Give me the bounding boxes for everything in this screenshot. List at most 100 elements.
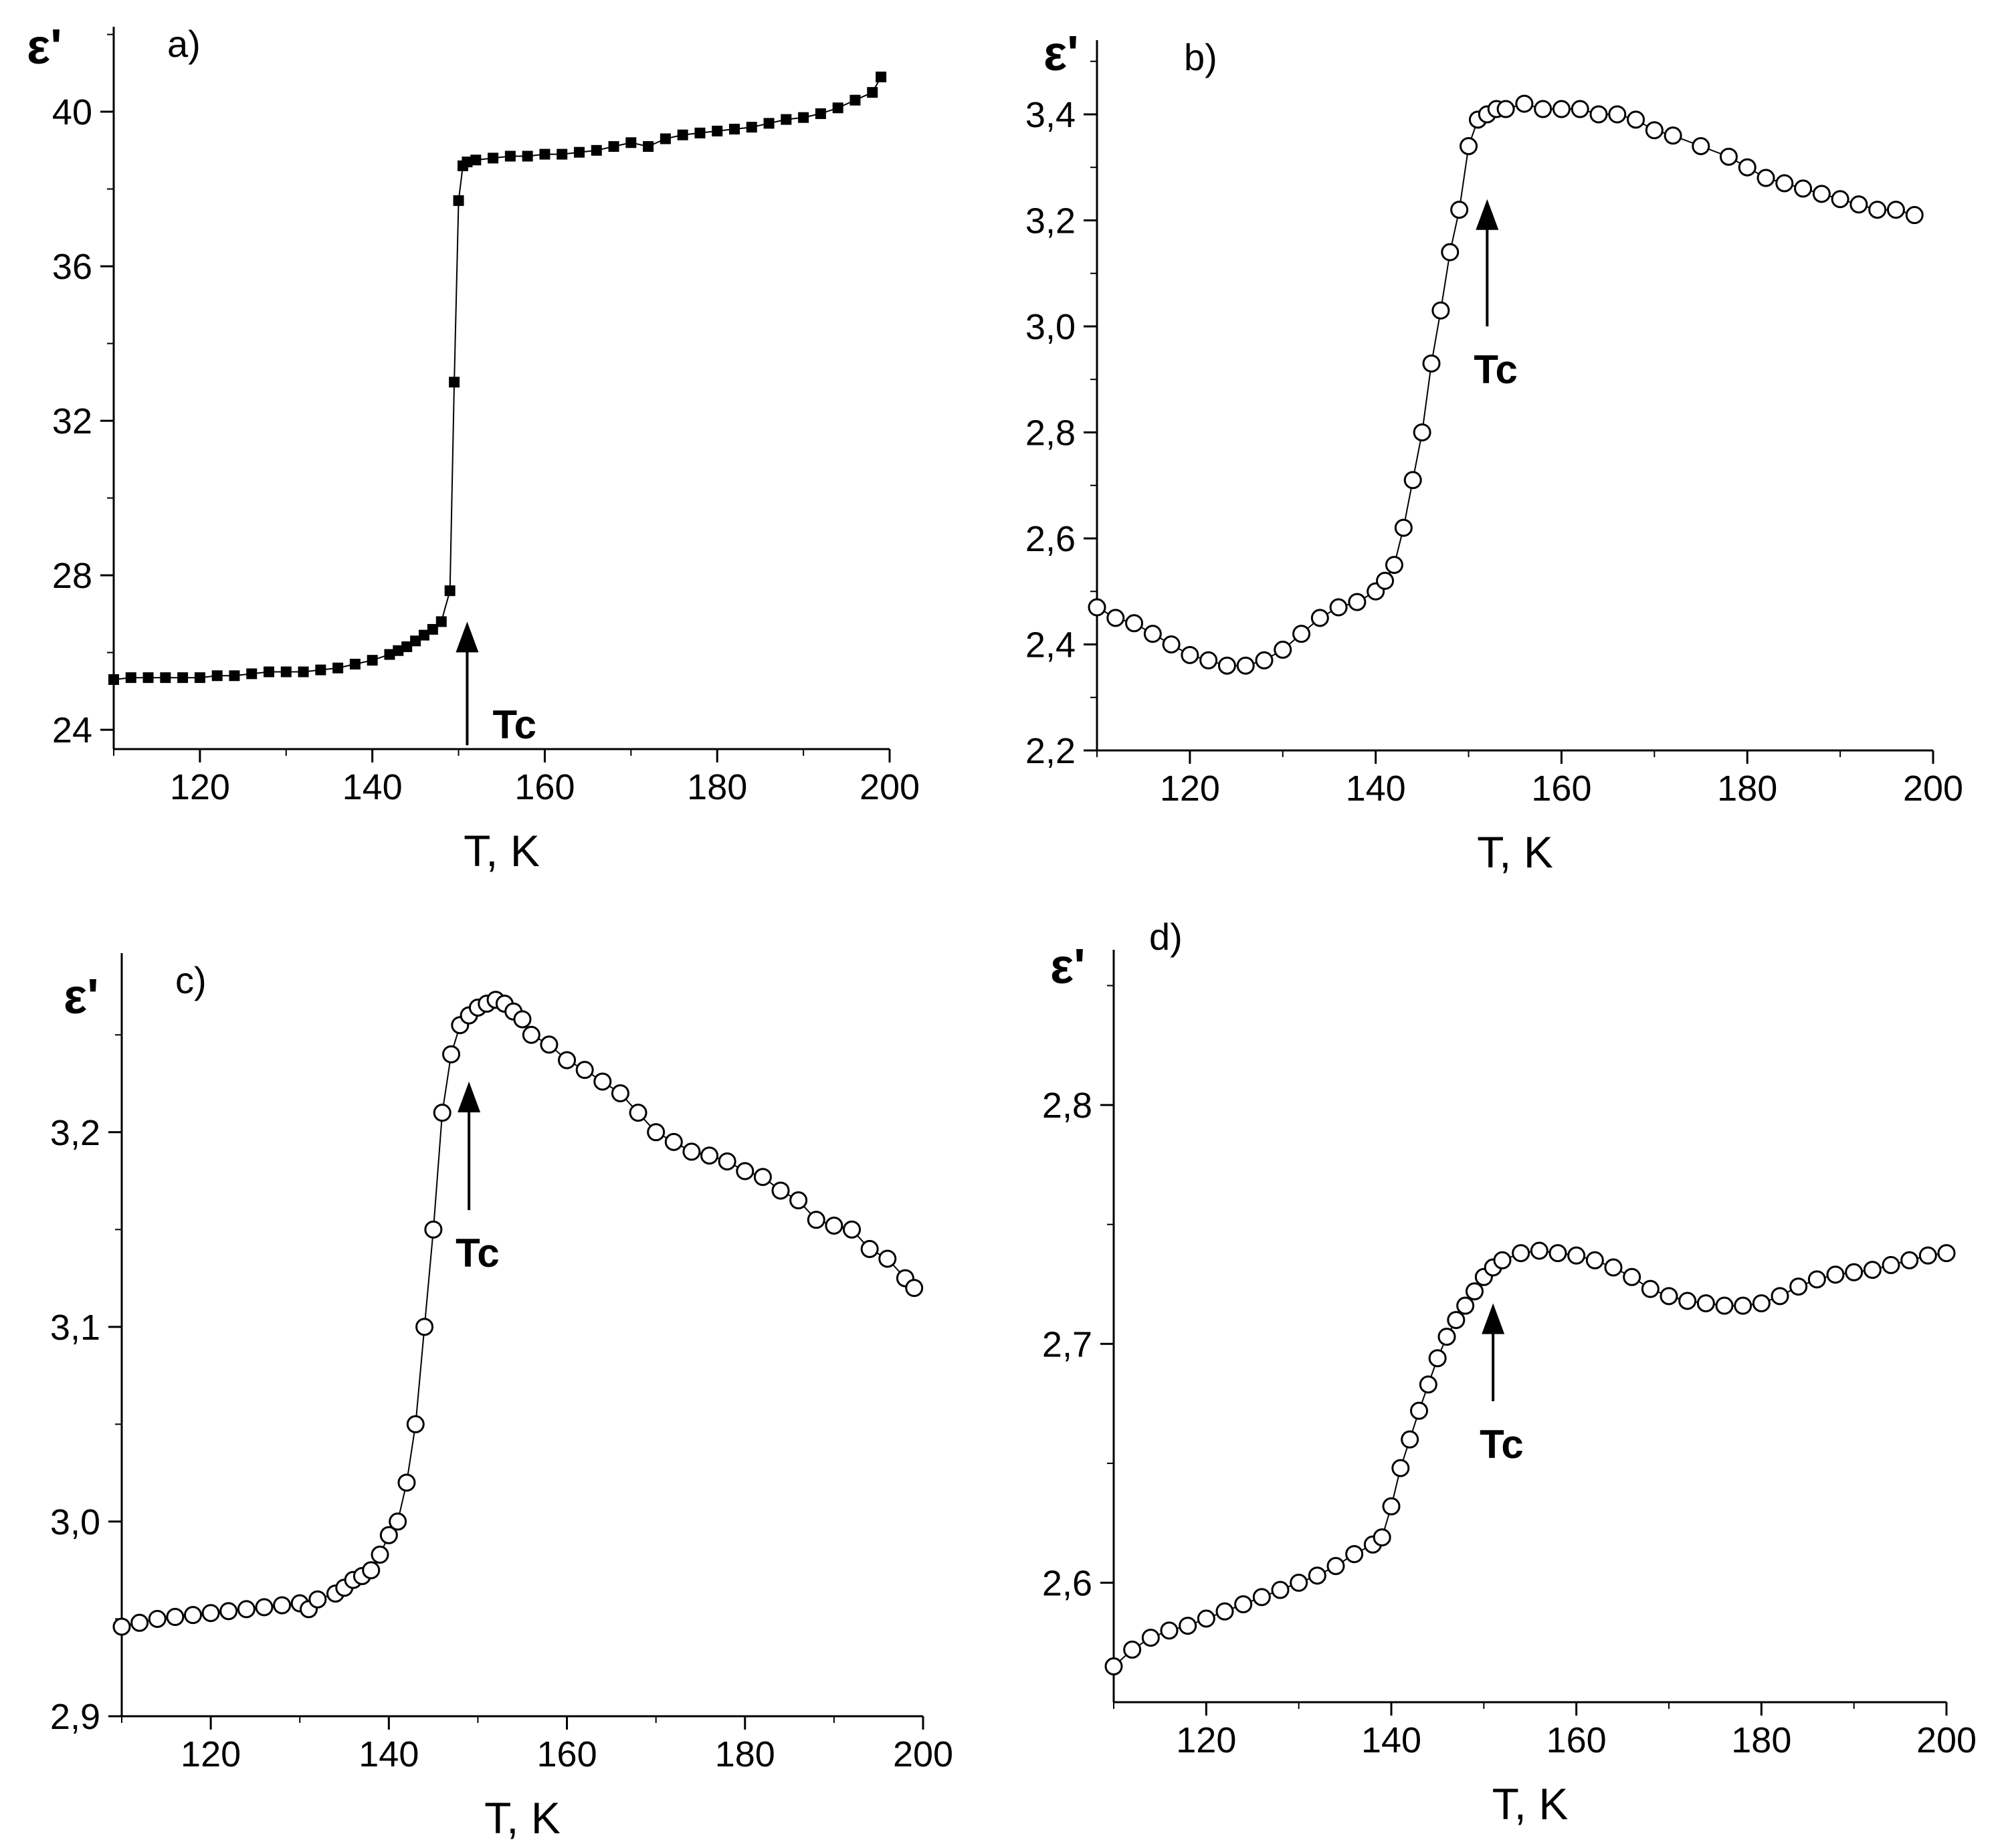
panel-a-x-tick-label: 180 (687, 767, 747, 807)
panel-b-data-point (1775, 174, 1794, 193)
panel-a-data-point (367, 655, 378, 666)
panel-a-x-axis-title: T, K (464, 826, 540, 876)
panel-d-data-point (1678, 1292, 1697, 1310)
panel-b-y-tick-label: 2,4 (1025, 625, 1076, 665)
panel-d-data-point (1141, 1629, 1160, 1647)
panel-b-data-point (1868, 201, 1887, 219)
panel-b-data-point (1905, 206, 1924, 225)
panel-d-data-point (1447, 1311, 1466, 1330)
panel-b-y-tick-label: 2,2 (1025, 731, 1076, 771)
panel-a-data-point (194, 672, 205, 684)
panel-b-y-tick-label: 3,2 (1025, 201, 1076, 241)
panel-c-x-tick-label: 160 (537, 1734, 597, 1774)
panel-a-data-point (694, 127, 706, 138)
panel-b-data-point (1394, 518, 1413, 537)
panel-b-data-point (1886, 201, 1905, 219)
panel-b-data-point (1589, 105, 1608, 124)
panel-a-data-point (849, 94, 861, 106)
panel-c-data-point (237, 1600, 256, 1619)
panel-a-data-point (608, 141, 619, 152)
panel-a-data-point (401, 641, 413, 652)
panel-a-data-point (142, 672, 154, 684)
panel-b-data-point (1450, 201, 1469, 219)
panel-c-data-point (424, 1220, 443, 1239)
panel-d-data-point (1345, 1545, 1364, 1564)
panel-d-data-point (1585, 1251, 1604, 1269)
panel-d-data-point (1789, 1277, 1808, 1296)
panel-d-data-point (1696, 1294, 1715, 1313)
panel-c-data-point (905, 1279, 924, 1298)
panel-b-data-point (1552, 100, 1571, 118)
panel-b-data-point (1125, 614, 1144, 633)
panel-a-data-point (876, 72, 887, 83)
panel-d-data-point (1807, 1270, 1826, 1289)
panel-a-data-point (410, 635, 421, 647)
panel-c-x-tick-label: 200 (893, 1734, 953, 1774)
panel-d-y-tick-label: 2,7 (1042, 1324, 1092, 1364)
panel-a-data-point (625, 137, 637, 148)
panel-b-y-axis-title: ε' (1043, 25, 1079, 81)
panel-a-data-point (160, 672, 171, 684)
panel-d-tc-label: Tc (1480, 1422, 1524, 1467)
panel-d-data-point (1937, 1244, 1956, 1263)
panel-d-data-point (1530, 1241, 1548, 1260)
panel-a-data-point (470, 155, 482, 166)
panel-c-data-point (201, 1604, 220, 1623)
panel-b-y-tick-label: 2,6 (1025, 519, 1076, 559)
panel-d-data-point (1428, 1349, 1447, 1368)
panel-c-y-tick-label: 2,9 (50, 1697, 100, 1737)
panel-a-data-point (712, 125, 723, 136)
panel-d-data-point (1752, 1294, 1771, 1313)
panel-a-data-point (643, 141, 654, 152)
panel-c-data-point (878, 1249, 897, 1268)
panel-b-data-point (1627, 110, 1645, 129)
panel-a-data-point (763, 118, 775, 129)
panel-b-data-point (1496, 100, 1515, 118)
panel-a-data-point (419, 629, 429, 641)
panel-a-data-point (332, 662, 344, 674)
panel-d-data-point (1466, 1282, 1484, 1301)
panel-c-data-point (255, 1598, 274, 1617)
panel-b-y-tick-label: 3,0 (1025, 307, 1076, 347)
panel-a-data-point (781, 114, 792, 125)
panel-b: 120 140 160 180 200 2,2 2,4 2,6 2,8 3,0 3,2 3,4 T, K… (1025, 25, 1963, 877)
panel-d-data-point (1290, 1573, 1308, 1592)
panel-a-label: a) (167, 23, 201, 65)
panel-c-data-point (442, 1045, 461, 1063)
panel-b-data-point (1645, 121, 1664, 140)
panel-b-data-point (1664, 126, 1682, 145)
panel-a-data-point (108, 674, 119, 686)
panel-a-data-point (246, 668, 258, 680)
panel-a-data-point (815, 108, 826, 119)
panel-d-data-point (1252, 1588, 1271, 1607)
panel-c-y-tick-label: 3,2 (50, 1113, 100, 1153)
panel-a-y-tick-label: 40 (52, 92, 92, 132)
panel-a-series-line (113, 76, 882, 680)
panel-c-x-tick-label: 120 (181, 1734, 241, 1774)
panel-c-data-point (629, 1104, 647, 1122)
panel-d-data-point (1391, 1459, 1410, 1477)
panel-b-label: b) (1184, 36, 1217, 78)
panel-d-data-point (1882, 1255, 1900, 1274)
panel-c-data-point (718, 1152, 736, 1170)
panel-c-data-point (308, 1590, 327, 1609)
panel-b-data-point (1292, 625, 1311, 643)
panel-b-data-point (1515, 94, 1534, 113)
panel-a-y-tick-label: 24 (52, 710, 92, 750)
panel-c-data-point (397, 1473, 416, 1492)
panel-b-data-point (1812, 185, 1831, 203)
panel-a-data-point (462, 157, 473, 168)
panel-d-data-point (1401, 1430, 1419, 1449)
panel-b-data-point (1403, 471, 1422, 490)
panel-d-x-tick-label: 120 (1176, 1720, 1236, 1760)
panel-b-data-point (1719, 147, 1738, 166)
panel-b-data-point (1794, 179, 1813, 198)
panel-d-data-point (1567, 1246, 1586, 1265)
panel-a-data-point (298, 666, 309, 678)
panel-a-data-point (435, 616, 447, 627)
panel-c-data-point (771, 1181, 790, 1200)
panel-d-data-point (1456, 1296, 1475, 1315)
panel-d-data-point (1512, 1244, 1530, 1263)
panel-d-data-point (1437, 1328, 1456, 1346)
